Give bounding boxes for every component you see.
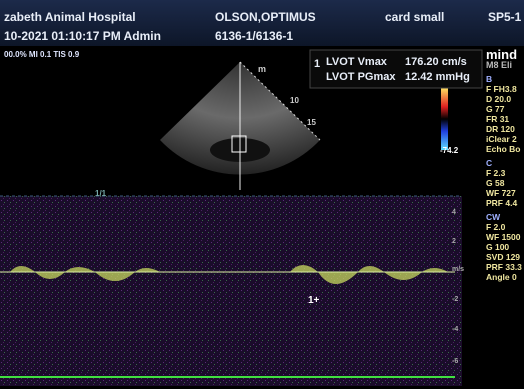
color-scale-min: -74.2 — [440, 146, 458, 155]
ultrasound-screen: zabeth Animal Hospital OLSON,OPTIMUS car… — [0, 0, 524, 389]
param: SVD 129 — [486, 252, 522, 262]
param: Angle 0 — [486, 272, 522, 282]
param: F FH3.8 — [486, 84, 522, 94]
param: iClear 2 — [486, 134, 522, 144]
measurement-label: LVOT PGmax — [326, 71, 395, 83]
param: FR 31 — [486, 114, 522, 124]
section-title: CW — [486, 212, 522, 222]
doppler-scale-label: -4 — [452, 326, 458, 333]
section-title: C — [486, 158, 522, 168]
doppler-scale-label: m/s — [452, 266, 464, 273]
cursor-label: 1+ — [308, 295, 319, 306]
color-bar — [441, 88, 448, 150]
param: F 2.0 — [486, 222, 522, 232]
measurement-index: 1 — [314, 58, 320, 70]
param: WF 1500 — [486, 232, 522, 242]
param: WF 727 — [486, 188, 522, 198]
measurement-value: 176.20 cm/s — [405, 56, 467, 68]
param: Echo Bo — [486, 144, 522, 154]
measurement-label: LVOT Vmax — [326, 56, 387, 68]
param: DR 120 — [486, 124, 522, 134]
brand: mind — [486, 50, 522, 60]
orientation-mark: m — [258, 64, 266, 74]
param: D 20.0 — [486, 94, 522, 104]
spacer — [486, 282, 522, 286]
sweep-label: 1/1 — [95, 189, 106, 198]
section-title: B — [486, 74, 522, 84]
doppler-scale-label: -2 — [452, 296, 458, 303]
doppler-scale-label: 4 — [452, 209, 456, 216]
doppler-scale-label: -6 — [452, 358, 458, 365]
param: PRF 33.3 — [486, 262, 522, 272]
param: G 100 — [486, 242, 522, 252]
param: F 2.3 — [486, 168, 522, 178]
depth-tick: 15 — [307, 118, 316, 127]
doppler-spectrum — [0, 196, 462, 386]
param: G 58 — [486, 178, 522, 188]
depth-tick: 10 — [290, 96, 299, 105]
param: G 77 — [486, 104, 522, 114]
param: PRF 4.4 — [486, 198, 522, 208]
doppler-scale-label: 2 — [452, 238, 456, 245]
measurement-value: 12.42 mmHg — [405, 71, 470, 83]
